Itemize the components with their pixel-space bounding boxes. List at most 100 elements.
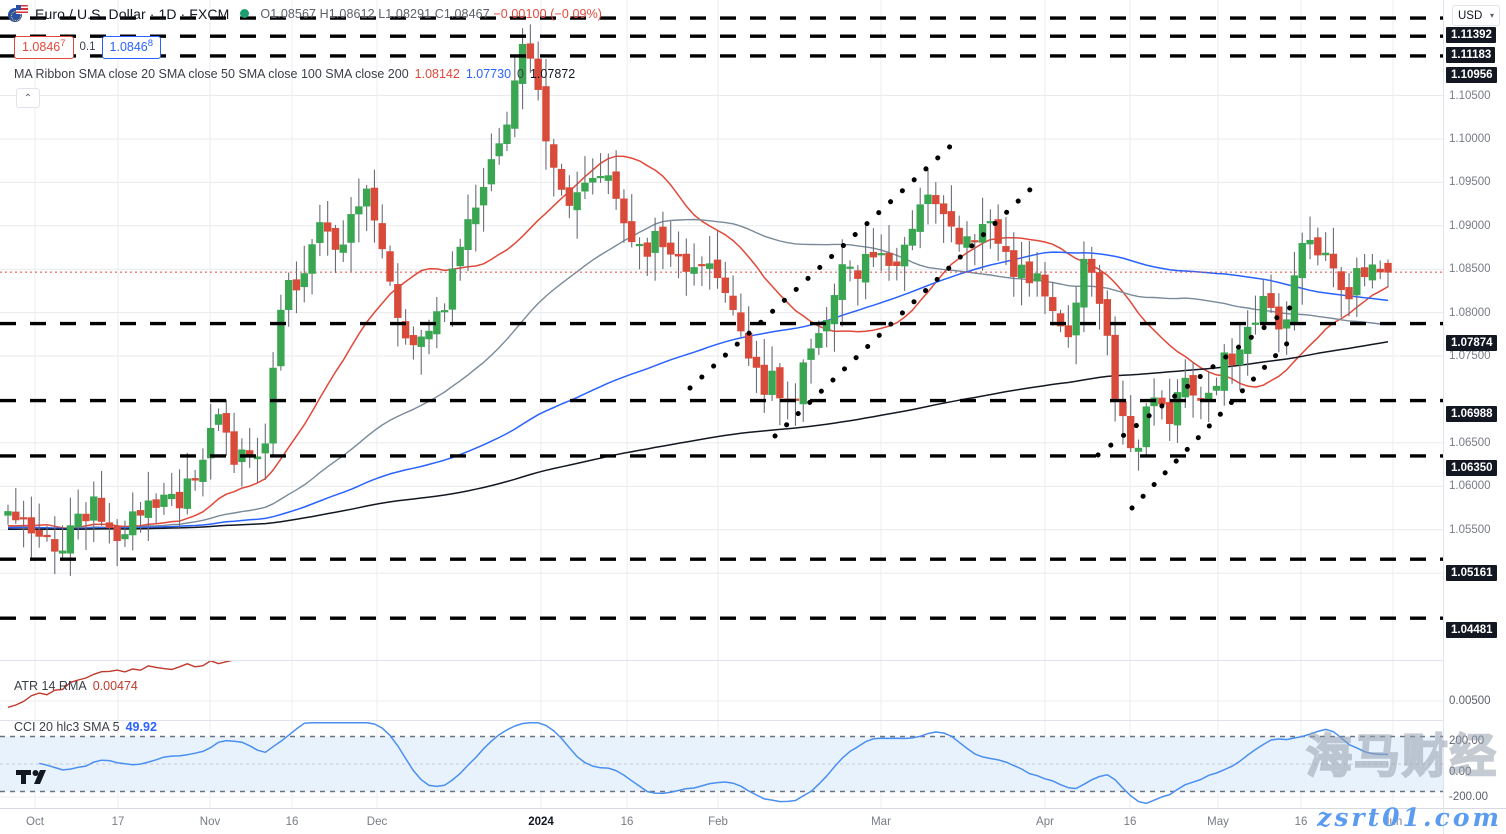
candle-body [261,443,269,454]
candle-body [51,539,59,552]
candle-body [1267,293,1275,308]
candle-body [705,263,714,269]
candle-body [1010,250,1018,277]
ma-line-sma-50 [7,218,1389,530]
candle-body [58,550,67,554]
candle-body [1384,262,1392,273]
level-price-label[interactable]: 1.04481 [1446,622,1497,638]
candle-body [1025,261,1034,284]
trend-line [1095,297,1303,458]
candle-body [222,413,231,433]
candle-body [316,222,324,243]
candle-body [534,58,542,90]
candle-body [713,259,722,279]
candle-body [1033,273,1041,282]
candle-body [651,230,659,253]
candle-body [518,43,527,84]
candle-body [199,459,207,482]
candle-body [1212,385,1221,391]
level-price-label[interactable]: 1.11392 [1446,27,1496,43]
time-tick-label: 2024 [528,816,554,828]
currency-selector[interactable]: USD ▾ [1452,5,1500,26]
candle-body [191,478,199,481]
atr-title: ATR 14 RMA [14,679,87,693]
collapse-legend-button[interactable]: ⌃ [16,88,40,108]
candle-body [963,236,971,248]
candle-body [1236,349,1244,366]
candle-body [768,370,776,395]
eurusd-flag-pair-icon [8,5,28,22]
level-price-label[interactable]: 1.07874 [1446,335,1497,351]
candle-body [955,227,963,245]
candlestick-series [4,24,1392,576]
ma-line-sma-20 [7,155,1389,530]
level-price-label[interactable]: 1.06988 [1446,406,1497,422]
candle-body [1111,334,1119,399]
candle-body [1173,392,1182,426]
candle-body [900,244,909,267]
cci-legend[interactable]: CCI 20 hlc3 SMA 5 49.92 [14,720,157,734]
candle-body [487,159,496,185]
candle-body [1095,272,1104,304]
candle-body [409,335,418,346]
price-chart-canvas[interactable] [0,0,1443,808]
price-axis[interactable]: 1.10500 1.10000 1.09500 1.09000 1.08500 1.080… [1443,0,1506,808]
level-price-label[interactable]: 1.06350 [1446,460,1497,476]
cci-value: 49.92 [125,720,157,734]
candle-body [1119,401,1127,417]
symbol-legend: Euro / U.S. Dollar · 1D · FXCM O1.08567 … [8,5,602,22]
candle-body [82,513,90,522]
candle-body [861,253,870,283]
ma-ribbon-legend[interactable]: MA Ribbon SMA close 20 SMA close 50 SMA … [14,67,575,81]
moving-average-lines [7,155,1389,530]
candle-body [760,364,768,395]
candle-body [908,228,917,246]
vertical-gridlines [34,0,1394,808]
candle-body [1298,242,1306,279]
market-status-dot [240,9,250,18]
time-tick-label: Feb [708,816,728,828]
chevron-up-icon: ⌃ [23,92,33,104]
candle-body [277,309,285,367]
candle-body [378,223,386,250]
support-resistance-lines [0,16,1443,620]
candle-body [160,494,168,507]
ma-value-50: 1.07730 [465,67,512,81]
level-price-label[interactable]: 1.10956 [1446,67,1497,83]
candle-body [4,511,12,516]
candle-body [355,206,363,215]
candle-body [464,219,472,251]
candle-body [284,280,293,310]
buy-sell-price-tags: 1.08467 0.1 1.08468 [14,36,162,59]
tradingview-logo-icon[interactable] [16,766,54,788]
candle-body [565,187,574,206]
candle-body [1049,297,1057,312]
candle-body [1306,239,1314,245]
candle-body [744,332,753,359]
candle-body [207,427,215,459]
time-tick-label: 16 [1294,816,1308,828]
candle-body [721,277,729,294]
sell-price-tag[interactable]: 1.08467 [14,36,74,59]
candle-body [776,367,784,399]
price-tick-label: 1.08500 [1449,263,1491,276]
symbol-title[interactable]: Euro / U.S. Dollar · 1D · FXCM [35,5,230,22]
level-price-label[interactable]: 1.05161 [1446,565,1497,581]
candle-body [698,264,706,267]
ma-value-100: 0 [517,67,524,81]
candle-body [690,267,698,274]
atr-legend[interactable]: ATR 14 RMA 0.00474 [14,679,138,693]
candle-body [1259,295,1267,324]
time-axis[interactable]: Oct 17 Nov 16 Dec 2024 16 Feb Mar Apr 16 May 16 Jun [0,808,1443,834]
price-tick-label: 1.09000 [1449,219,1491,232]
candle-body [401,321,410,339]
candle-body [66,525,75,554]
time-tick-label: Apr [1036,816,1054,828]
buy-price-tag[interactable]: 1.08468 [101,36,162,59]
candle-body [620,198,628,224]
pane-separator-atr [0,660,1443,661]
candle-body [1251,322,1260,325]
level-price-label[interactable]: 1.11183 [1446,47,1496,63]
time-tick-label: 16 [285,816,299,828]
candle-body [1243,326,1252,354]
